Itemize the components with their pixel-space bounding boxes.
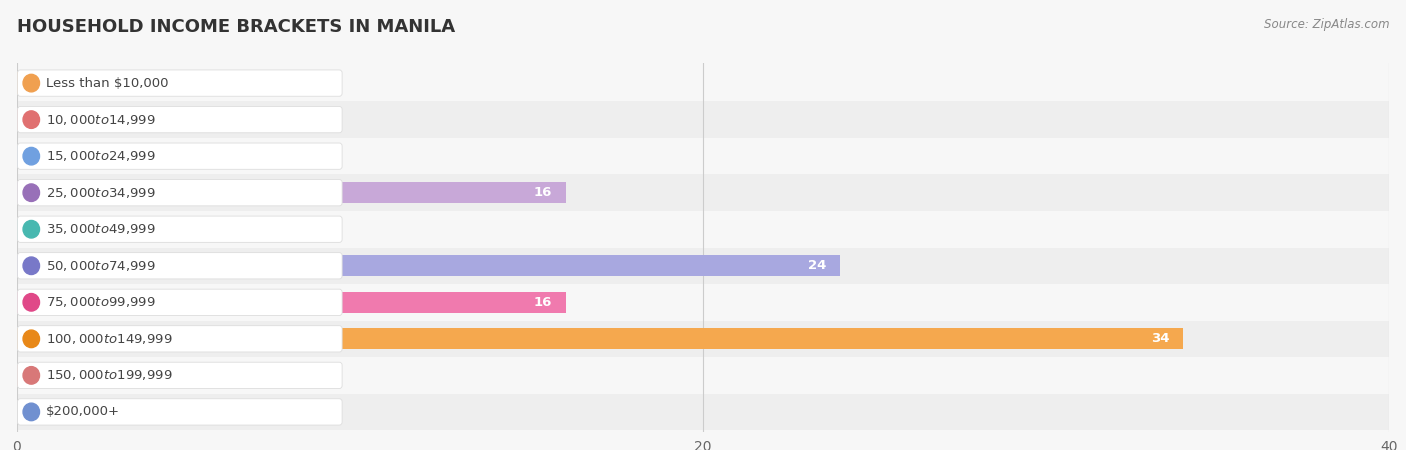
Bar <box>17 65 1389 101</box>
Bar <box>17 292 565 313</box>
FancyBboxPatch shape <box>17 326 342 352</box>
Text: 8: 8 <box>269 76 277 90</box>
Bar <box>17 394 1389 430</box>
FancyBboxPatch shape <box>17 180 342 206</box>
Circle shape <box>22 403 39 421</box>
Text: 5: 5 <box>205 223 214 236</box>
Circle shape <box>22 293 39 311</box>
Circle shape <box>22 220 39 238</box>
Circle shape <box>22 367 39 384</box>
Text: Source: ZipAtlas.com: Source: ZipAtlas.com <box>1264 18 1389 31</box>
Bar <box>17 248 1389 284</box>
Bar <box>17 109 120 130</box>
Text: $15,000 to $24,999: $15,000 to $24,999 <box>46 149 156 163</box>
Bar <box>17 211 1389 248</box>
Bar <box>17 182 565 203</box>
Bar <box>17 72 291 94</box>
FancyBboxPatch shape <box>17 143 342 169</box>
Text: 3: 3 <box>136 113 145 126</box>
Text: 1: 1 <box>69 150 77 162</box>
FancyBboxPatch shape <box>17 289 342 315</box>
Text: $150,000 to $199,999: $150,000 to $199,999 <box>46 369 173 382</box>
Text: $10,000 to $14,999: $10,000 to $14,999 <box>46 112 156 126</box>
Bar <box>17 328 1184 350</box>
Text: 9: 9 <box>302 369 312 382</box>
Bar <box>17 101 1389 138</box>
Bar <box>17 138 1389 175</box>
Circle shape <box>22 257 39 274</box>
Circle shape <box>22 148 39 165</box>
Circle shape <box>22 184 39 202</box>
Bar <box>17 175 1389 211</box>
Bar <box>17 357 1389 394</box>
Text: $50,000 to $74,999: $50,000 to $74,999 <box>46 259 156 273</box>
Text: $25,000 to $34,999: $25,000 to $34,999 <box>46 186 156 200</box>
Bar <box>17 145 51 167</box>
Bar <box>17 284 1389 320</box>
FancyBboxPatch shape <box>17 252 342 279</box>
FancyBboxPatch shape <box>17 216 342 243</box>
Bar <box>17 255 841 276</box>
Text: 0: 0 <box>34 405 42 418</box>
Text: $35,000 to $49,999: $35,000 to $49,999 <box>46 222 156 236</box>
Text: $75,000 to $99,999: $75,000 to $99,999 <box>46 295 156 309</box>
Text: 16: 16 <box>534 296 553 309</box>
Circle shape <box>22 330 39 347</box>
FancyBboxPatch shape <box>17 70 342 96</box>
Bar <box>17 365 326 386</box>
FancyBboxPatch shape <box>17 107 342 133</box>
Text: 16: 16 <box>534 186 553 199</box>
Text: HOUSEHOLD INCOME BRACKETS IN MANILA: HOUSEHOLD INCOME BRACKETS IN MANILA <box>17 18 456 36</box>
FancyBboxPatch shape <box>17 399 342 425</box>
Bar <box>17 219 188 240</box>
Text: $100,000 to $149,999: $100,000 to $149,999 <box>46 332 173 346</box>
Circle shape <box>22 74 39 92</box>
Bar <box>17 320 1389 357</box>
Text: 34: 34 <box>1152 333 1170 345</box>
FancyBboxPatch shape <box>17 362 342 388</box>
Circle shape <box>22 111 39 128</box>
Text: $200,000+: $200,000+ <box>46 405 120 418</box>
Text: Less than $10,000: Less than $10,000 <box>46 76 169 90</box>
Text: 24: 24 <box>808 259 827 272</box>
